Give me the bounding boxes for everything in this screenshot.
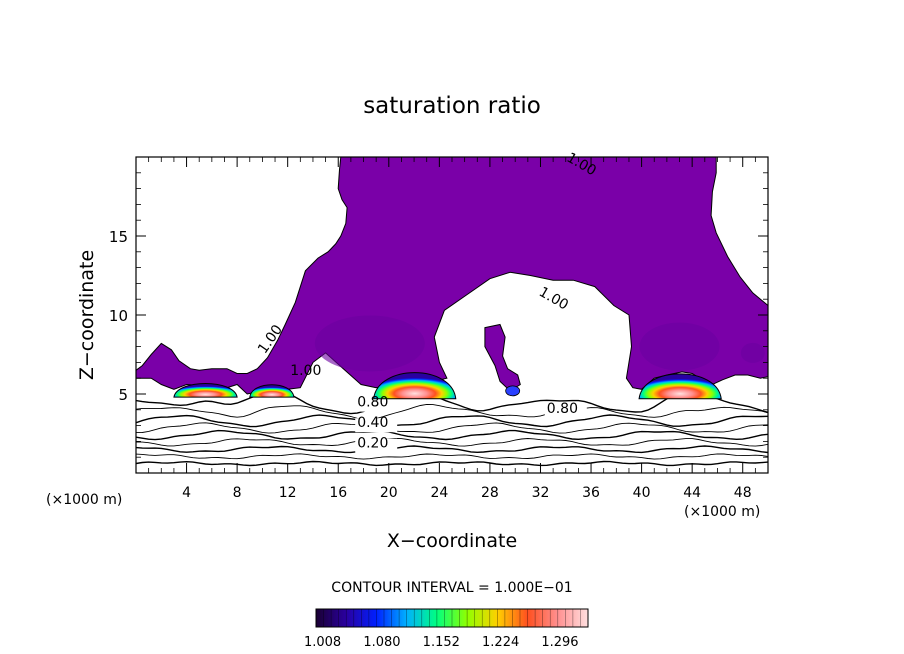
plot-area [136,157,768,467]
region-isolated-blob [484,323,521,392]
contour-label: 0.80 [357,395,388,411]
x-tick-label: 12 [279,485,297,501]
contour-label: 0.20 [357,436,388,452]
region-shade [314,315,425,372]
core-4 [638,373,722,400]
colorbar-tick-label: 1.296 [541,635,578,650]
x-axis: 4 8 12 16 20 24 28 32 36 40 44 48 [148,157,756,501]
blob-core [505,385,521,397]
y-axis: 5 10 15 [109,172,768,458]
contour-interval-text: CONTOUR INTERVAL = 1.000E−01 [331,580,572,596]
x-unit-left: (×1000 m) [46,492,122,508]
contour-line-0.6 [136,422,768,434]
colorbar-stripes [323,609,581,627]
x-unit-right: (×1000 m) [684,504,760,520]
contour-label: 0.80 [547,401,578,417]
x-tick-label: 24 [430,485,448,501]
contour-line-0.7 [136,414,768,428]
chart-title: saturation ratio [363,93,541,119]
core-3 [373,372,457,400]
x-tick-label: 48 [734,485,752,501]
x-tick-label: 8 [233,485,242,501]
y-tick-label: 5 [118,386,128,404]
colorbar-tick-label: 1.080 [363,635,400,650]
core-2 [249,384,295,398]
contour-line-0.2 [136,453,768,460]
contour-label: 0.40 [357,415,388,431]
contour-lines [136,388,768,467]
y-tick-label: 15 [109,228,128,246]
contour-label: 1.00 [290,363,321,379]
x-axis-label: X−coordinate [387,530,517,552]
x-tick-label: 32 [532,485,550,501]
core-1 [173,382,238,398]
contour-label-gap [355,438,398,453]
contour-line-0.9 [136,388,768,415]
contour-line-0.1 [136,460,768,467]
supersaturated-region [136,157,768,397]
x-tick-label: 4 [182,485,191,501]
contour-line-0.5 [136,429,768,441]
y-tick-label: 10 [109,307,128,325]
y-axis-label: Z−coordinate [76,250,98,380]
contour-label-gap [544,403,587,418]
contour-line-0.8 [136,403,768,421]
region-shade [740,342,765,363]
colorbar-tick-label: 1.224 [482,635,519,650]
x-tick-label: 36 [582,485,600,501]
contour-label-gap [355,418,398,433]
colorbar-tick-label: 1.152 [423,635,460,650]
x-tick-label: 44 [683,485,701,501]
region-shade [639,322,720,371]
x-tick-label: 16 [329,485,347,501]
contour-label-gap [355,397,398,412]
contour-line-0.4 [136,437,768,447]
colorbar-tick-label: 1.008 [304,635,341,650]
x-tick-label: 40 [633,485,651,501]
contour-line-0.3 [136,445,768,454]
x-tick-label: 20 [380,485,398,501]
supersaturated-cores [173,372,722,400]
colorbar-ticks: 1.008 1.080 1.152 1.224 1.296 [304,635,579,650]
x-tick-label: 28 [481,485,499,501]
contour-label: 1.00 [536,284,571,313]
